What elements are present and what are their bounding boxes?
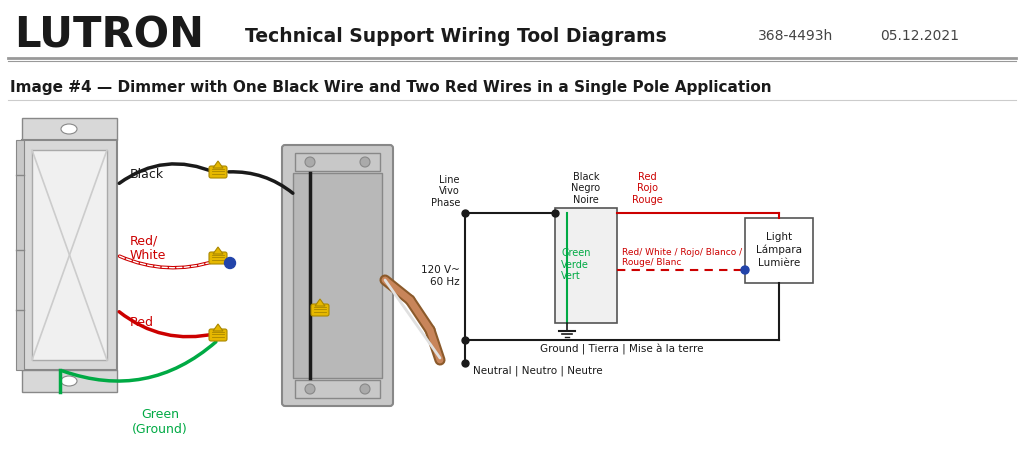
Bar	[555, 208, 617, 323]
Text: LUTRON: LUTRON	[14, 15, 204, 57]
Circle shape	[360, 157, 370, 167]
Bar	[293, 173, 382, 378]
Bar	[32, 150, 106, 360]
Bar	[295, 153, 380, 171]
Bar	[22, 370, 117, 392]
Text: Black: Black	[130, 168, 164, 182]
Bar	[22, 118, 117, 140]
Text: Green
Verde
Vert: Green Verde Vert	[561, 248, 591, 281]
FancyBboxPatch shape	[282, 145, 393, 406]
Bar	[295, 380, 380, 398]
Bar	[22, 140, 117, 370]
Text: Red/
White: Red/ White	[130, 234, 166, 262]
Ellipse shape	[61, 124, 77, 134]
Circle shape	[305, 157, 315, 167]
Text: Technical Support Wiring Tool Diagrams: Technical Support Wiring Tool Diagrams	[245, 27, 667, 45]
FancyBboxPatch shape	[209, 252, 227, 264]
FancyBboxPatch shape	[311, 304, 329, 316]
Text: 120 V~
60 Hz: 120 V~ 60 Hz	[421, 265, 460, 287]
Text: 05.12.2021: 05.12.2021	[880, 29, 959, 43]
Bar	[745, 218, 813, 283]
Text: Green
(Ground): Green (Ground)	[132, 408, 187, 436]
Text: Red
Rojo
Rouge: Red Rojo Rouge	[632, 172, 663, 205]
Text: Image #4 — Dimmer with One Black Wire and Two Red Wires in a Single Pole Applica: Image #4 — Dimmer with One Black Wire an…	[10, 80, 772, 95]
Circle shape	[360, 384, 370, 394]
Polygon shape	[213, 247, 223, 254]
Text: Black
Negro
Noire: Black Negro Noire	[571, 172, 600, 205]
Text: Line
Vivo
Phase: Line Vivo Phase	[431, 175, 460, 208]
Polygon shape	[213, 324, 223, 331]
Text: 368-4493h: 368-4493h	[758, 29, 834, 43]
Text: Red/ White / Rojo/ Blanco /
Rouge/ Blanc: Red/ White / Rojo/ Blanco / Rouge/ Blanc	[622, 248, 742, 267]
Text: Ground | Tierra | Mise à la terre: Ground | Tierra | Mise à la terre	[541, 344, 703, 355]
FancyBboxPatch shape	[209, 329, 227, 341]
Text: Neutral | Neutro | Neutre: Neutral | Neutro | Neutre	[473, 365, 603, 376]
Text: Red: Red	[130, 316, 154, 328]
Polygon shape	[315, 299, 325, 306]
Text: Light
Lámpara
Lumière: Light Lámpara Lumière	[756, 232, 802, 268]
Circle shape	[741, 266, 749, 274]
FancyBboxPatch shape	[209, 166, 227, 178]
Polygon shape	[213, 161, 223, 168]
Circle shape	[305, 384, 315, 394]
Circle shape	[224, 257, 236, 268]
Ellipse shape	[61, 376, 77, 386]
Bar	[16, 140, 24, 370]
